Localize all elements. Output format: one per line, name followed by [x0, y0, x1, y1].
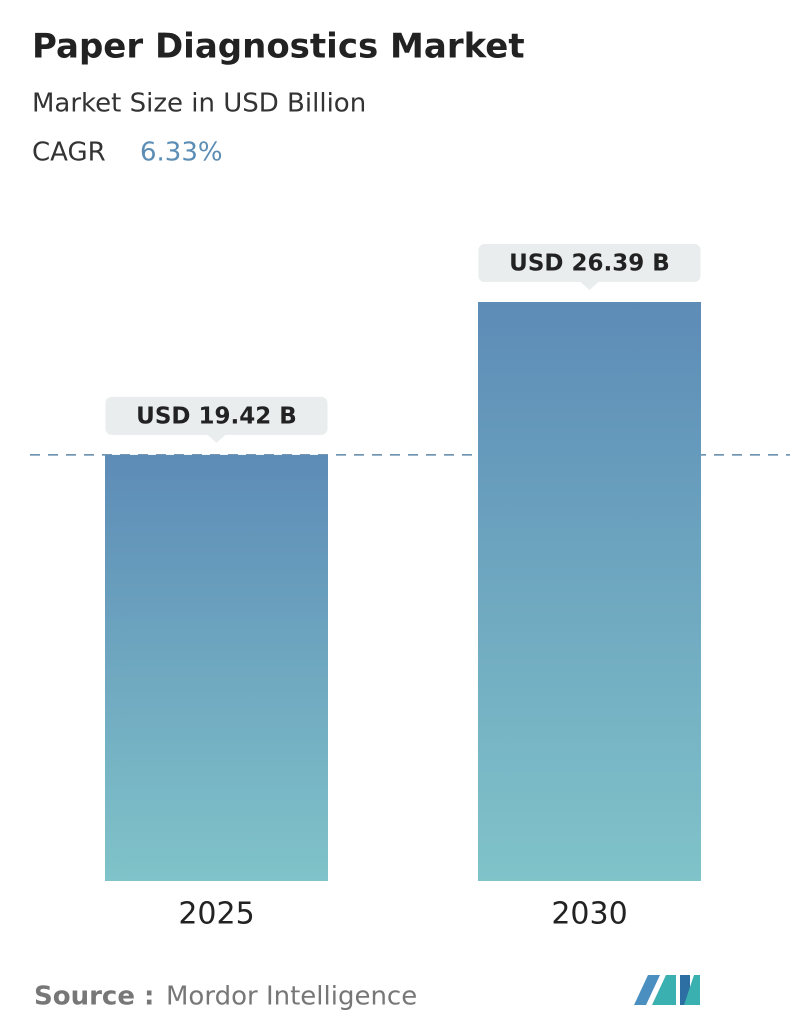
subtitle: Market Size in USD Billion: [32, 89, 366, 119]
callout: [105, 396, 328, 443]
source-label: Source :: [34, 982, 154, 1012]
source: Mordor Intelligence: [166, 982, 417, 1012]
x-tick-label: 2025: [178, 897, 254, 932]
value-label: USD 26.39 B: [509, 251, 670, 277]
chart-title: Paper Diagnostics Market: [32, 27, 525, 67]
callout: [478, 244, 701, 290]
bar: [105, 454, 328, 881]
x-tick-label: 2030: [551, 897, 627, 932]
logo: [634, 975, 700, 1005]
value-label: USD 19.42 B: [136, 403, 297, 429]
cagr-value: 6.33%: [140, 138, 223, 168]
cagr-label: CAGR: [32, 138, 106, 168]
bar: [478, 302, 701, 881]
